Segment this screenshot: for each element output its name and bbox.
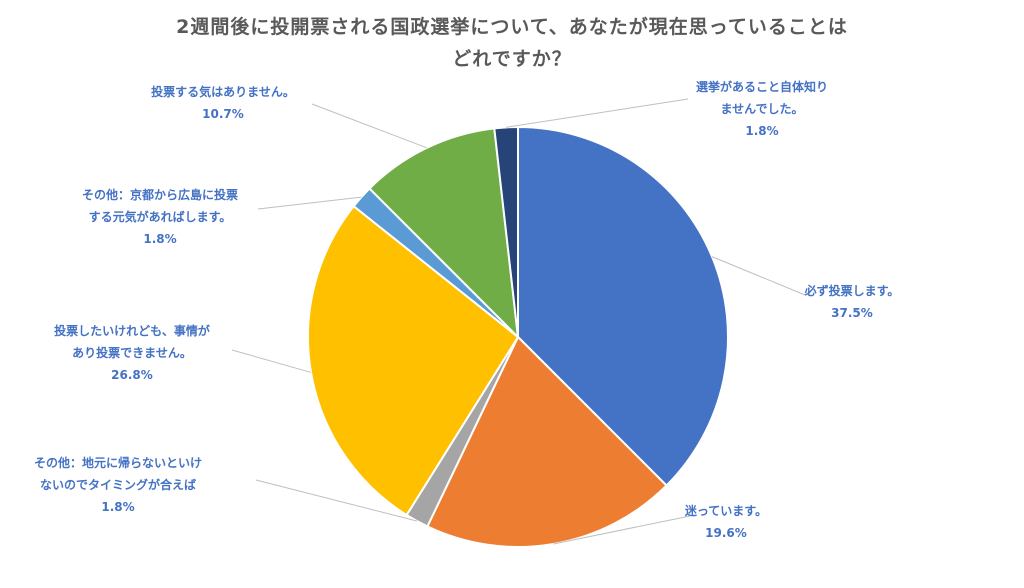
data-label-category: する元気があればします。 (89, 209, 232, 224)
data-label-value: 1.8% (745, 124, 778, 138)
data-label-value: 26.8% (111, 368, 153, 382)
data-label-category: ませんでした。 (720, 102, 803, 116)
data-label: その他：京都から広島に投票する元気があればします。 1.8% (82, 187, 238, 246)
data-label-category: その他：地元に帰らないといけ (34, 455, 202, 470)
leader-line (311, 103, 427, 149)
data-label-category: 迷っています。 (684, 503, 767, 518)
data-label: 選挙があること自体知りませんでした。 1.8% (696, 79, 828, 138)
leader-line (231, 349, 312, 373)
data-label-value: 19.6% (705, 526, 747, 540)
leader-line (255, 479, 417, 522)
chart-title-line-2: どれですか？ (452, 48, 572, 70)
leader-line (257, 196, 362, 210)
leader-line (506, 98, 689, 128)
data-label-category: 必ず投票します。 (804, 283, 900, 298)
leader-line (711, 256, 806, 296)
data-label-category: 選挙があること自体知り (696, 79, 828, 94)
data-label: 投票する気はありません。 10.7% (151, 84, 295, 121)
leader-lines (231, 98, 806, 545)
data-label-category: 投票する気はありません。 (151, 84, 295, 99)
pie-slice (517, 125, 729, 487)
pie-slice (368, 127, 520, 340)
pie-slice (493, 125, 519, 338)
data-label-category: ないのでタイミングが合えば (40, 477, 196, 492)
pie-slice (307, 204, 520, 517)
leader-line (553, 515, 691, 545)
data-labels: 必ず投票します。 37.5% 迷っています。 19.6% その他：地元に帰らないといけな… (34, 79, 899, 540)
data-label-category: あり投票できません。 (72, 345, 192, 360)
data-label: 必ず投票します。 37.5% (804, 283, 900, 320)
data-label-value: 1.8% (101, 500, 134, 514)
data-label-value: 10.7% (202, 107, 244, 121)
data-label: 投票したいけれども、事情があり投票できません。 26.8% (54, 323, 210, 382)
data-label: その他：地元に帰らないといけないのでタイミングが合えば 1.8% (34, 455, 202, 514)
data-label: 迷っています。 19.6% (684, 503, 767, 540)
data-label-category: その他：京都から広島に投票 (82, 187, 238, 202)
chart-title-line-1: 2週間後に投開票される国政選挙について、あなたが現在思っていることは (176, 16, 848, 38)
data-label-category: 投票したいけれども、事情が (54, 323, 210, 338)
data-label-value: 37.5% (831, 306, 873, 320)
pie-slices (307, 125, 729, 548)
pie-slice (426, 335, 668, 548)
data-label-value: 1.8% (143, 232, 176, 246)
